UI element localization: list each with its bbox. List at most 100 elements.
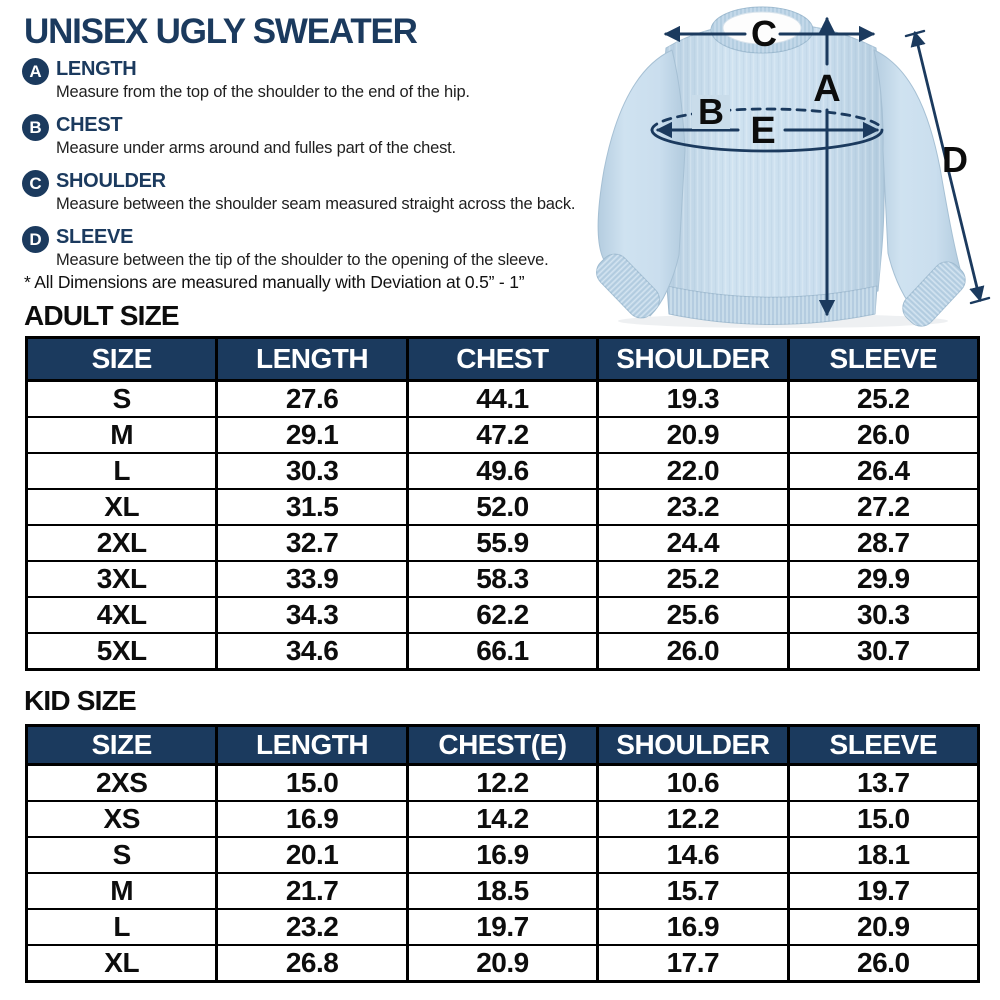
legend-item-shoulder: C SHOULDER Measure between the shoulder … bbox=[22, 170, 582, 214]
column-header: SHOULDER bbox=[596, 337, 789, 381]
column-header: SIZE bbox=[26, 725, 217, 765]
table-row: L 23.2 19.7 16.9 20.9 bbox=[26, 908, 979, 945]
table-cell: 19.7 bbox=[786, 872, 979, 909]
table-cell: 49.6 bbox=[405, 452, 598, 489]
kid-size-heading: KID SIZE bbox=[24, 685, 137, 716]
column-header: SLEEVE bbox=[786, 337, 979, 381]
table-row: XL 26.8 20.9 17.7 26.0 bbox=[26, 944, 979, 982]
diagram-label-a: A bbox=[813, 68, 840, 110]
table-row: XS 16.9 14.2 12.2 15.0 bbox=[26, 800, 979, 837]
table-row: 3XL 33.9 58.3 25.2 29.9 bbox=[26, 560, 979, 597]
table-row: M 21.7 18.5 15.7 19.7 bbox=[26, 872, 979, 909]
table-row: 2XL 32.7 55.9 24.4 28.7 bbox=[26, 524, 979, 561]
legend-description: Measure from the top of the shoulder to … bbox=[56, 83, 470, 101]
table-cell: 29.9 bbox=[786, 560, 979, 597]
table-cell: 30.3 bbox=[215, 452, 408, 489]
table-cell: 5XL bbox=[26, 632, 217, 670]
measurement-arrows bbox=[650, 16, 991, 317]
table-cell: 28.7 bbox=[786, 524, 979, 561]
legend-label: SHOULDER bbox=[56, 170, 166, 192]
sweater-diagram: C A B E D bbox=[588, 0, 1000, 330]
kid-header-row: SIZE LENGTH CHEST(E) SHOULDER SLEEVE bbox=[26, 725, 979, 765]
table-cell: 44.1 bbox=[405, 379, 598, 417]
table-cell: S bbox=[26, 836, 217, 873]
table-cell: 26.0 bbox=[596, 632, 789, 670]
table-cell: 13.7 bbox=[786, 763, 979, 801]
table-cell: 16.9 bbox=[215, 800, 408, 837]
badge-b: B bbox=[22, 114, 49, 141]
table-row: L 30.3 49.6 22.0 26.4 bbox=[26, 452, 979, 489]
table-cell: 15.7 bbox=[596, 872, 789, 909]
legend-label: LENGTH bbox=[56, 58, 137, 80]
table-cell: 17.7 bbox=[596, 944, 789, 982]
diagram-label-b: B bbox=[698, 91, 724, 132]
table-cell: 31.5 bbox=[215, 488, 408, 525]
table-cell: 52.0 bbox=[405, 488, 598, 525]
legend-description: Measure between the tip of the shoulder … bbox=[56, 251, 549, 269]
table-row: XL 31.5 52.0 23.2 27.2 bbox=[26, 488, 979, 525]
table-cell: 4XL bbox=[26, 596, 217, 633]
table-row: S 27.6 44.1 19.3 25.2 bbox=[26, 379, 979, 417]
legend-label: CHEST bbox=[56, 114, 123, 136]
table-cell: 18.5 bbox=[405, 872, 598, 909]
adult-size-table: SIZE LENGTH CHEST SHOULDER SLEEVE S 27.6 44.1 1… bbox=[25, 336, 980, 671]
table-cell: 29.1 bbox=[215, 416, 408, 453]
column-header: SHOULDER bbox=[596, 725, 789, 765]
table-cell: 15.0 bbox=[786, 800, 979, 837]
table-cell: 23.2 bbox=[596, 488, 789, 525]
table-cell: 14.2 bbox=[405, 800, 598, 837]
legend-label: SLEEVE bbox=[56, 226, 134, 248]
table-cell: 3XL bbox=[26, 560, 217, 597]
kid-size-table: SIZE LENGTH CHEST(E) SHOULDER SLEEVE 2XS 15.0… bbox=[25, 724, 980, 983]
table-row: S 20.1 16.9 14.6 18.1 bbox=[26, 836, 979, 873]
legend-item-length: A LENGTH Measure from the top of the sho… bbox=[22, 58, 582, 102]
legend-item-sleeve: D SLEEVE Measure between the tip of the … bbox=[22, 226, 582, 270]
table-cell: M bbox=[26, 416, 217, 453]
table-cell: 30.3 bbox=[786, 596, 979, 633]
table-cell: 23.2 bbox=[215, 908, 408, 945]
table-cell: 16.9 bbox=[596, 908, 789, 945]
diagram-label-c: C bbox=[751, 13, 777, 54]
table-cell: L bbox=[26, 452, 217, 489]
table-cell: 34.6 bbox=[215, 632, 408, 670]
table-cell: 20.9 bbox=[596, 416, 789, 453]
adult-size-heading: ADULT SIZE bbox=[24, 300, 180, 331]
table-cell: 27.6 bbox=[215, 379, 408, 417]
table-cell: 14.6 bbox=[596, 836, 789, 873]
table-cell: 30.7 bbox=[786, 632, 979, 670]
table-cell: 33.9 bbox=[215, 560, 408, 597]
table-cell: 22.0 bbox=[596, 452, 789, 489]
badge-c: C bbox=[22, 170, 49, 197]
table-cell: 16.9 bbox=[405, 836, 598, 873]
table-cell: 25.6 bbox=[596, 596, 789, 633]
table-cell: 19.3 bbox=[596, 379, 789, 417]
column-header: CHEST bbox=[405, 337, 598, 381]
table-cell: 66.1 bbox=[405, 632, 598, 670]
table-cell: 34.3 bbox=[215, 596, 408, 633]
table-cell: 12.2 bbox=[405, 763, 598, 801]
legend-description: Measure between the shoulder seam measur… bbox=[56, 195, 576, 213]
table-cell: 21.7 bbox=[215, 872, 408, 909]
column-header: SIZE bbox=[26, 337, 217, 381]
table-row: 4XL 34.3 62.2 25.6 30.3 bbox=[26, 596, 979, 633]
legend-description: Measure under arms around and fulles par… bbox=[56, 139, 456, 157]
table-cell: 12.2 bbox=[596, 800, 789, 837]
badge-d: D bbox=[22, 226, 49, 253]
table-cell: 62.2 bbox=[405, 596, 598, 633]
column-header: SLEEVE bbox=[786, 725, 979, 765]
table-cell: 19.7 bbox=[405, 908, 598, 945]
table-cell: 20.1 bbox=[215, 836, 408, 873]
badge-a: A bbox=[22, 58, 49, 85]
table-cell: XL bbox=[26, 944, 217, 982]
table-row: 5XL 34.6 66.1 26.0 30.7 bbox=[26, 632, 979, 670]
column-header: CHEST(E) bbox=[405, 725, 598, 765]
column-header: LENGTH bbox=[215, 337, 408, 381]
table-cell: S bbox=[26, 379, 217, 417]
table-cell: 32.7 bbox=[215, 524, 408, 561]
table-cell: XS bbox=[26, 800, 217, 837]
table-cell: 20.9 bbox=[786, 908, 979, 945]
table-cell: 2XS bbox=[26, 763, 217, 801]
table-cell: 24.4 bbox=[596, 524, 789, 561]
arrow-d-sleeve bbox=[904, 29, 991, 305]
table-cell: 25.2 bbox=[596, 560, 789, 597]
